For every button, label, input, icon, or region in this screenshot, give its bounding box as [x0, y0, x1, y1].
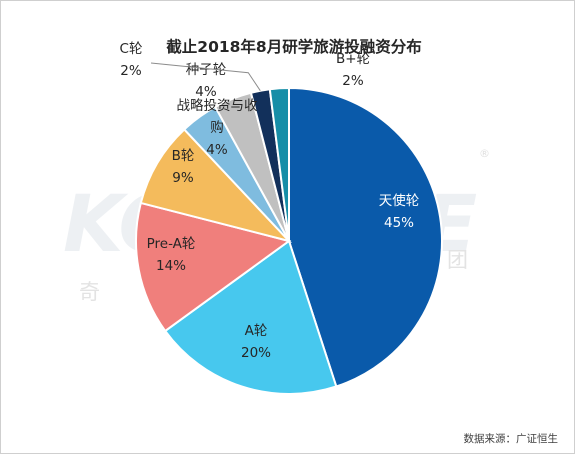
watermark-char: 奇	[79, 280, 100, 304]
slice-category-label: A轮	[245, 323, 268, 339]
source-note: 数据来源：广证恒生	[464, 432, 559, 445]
slice-value-label: 14%	[156, 258, 186, 274]
pie-slices	[135, 86, 443, 395]
slice-category-label: B+轮	[336, 51, 370, 67]
slice-value-label: 2%	[342, 73, 364, 89]
pie-slice	[163, 239, 338, 395]
watermark-registered-mark: ®	[479, 147, 490, 160]
slice-category-label: 购	[210, 120, 224, 136]
slice-value-label: 4%	[206, 142, 228, 158]
slice-category-label: 种子轮	[186, 62, 227, 78]
pie-slice	[268, 86, 290, 242]
slice-value-label: 9%	[172, 170, 194, 186]
chart-title: 截止2018年8月研学旅游投融资分布	[166, 37, 421, 56]
slice-category-label: 天使轮	[379, 192, 420, 209]
slice-value-label: 2%	[120, 63, 142, 79]
slice-category-label: Pre-A轮	[147, 236, 196, 252]
slice-category-label: 战略投资与收	[177, 98, 258, 114]
slice-category-label: C轮	[120, 41, 143, 57]
pie-slice	[288, 86, 443, 388]
slice-value-label: 45%	[384, 215, 414, 231]
pie-slice	[135, 201, 292, 333]
pie-slice	[139, 128, 293, 243]
slice-category-label: B轮	[172, 148, 195, 164]
slice-value-label: 4%	[195, 84, 217, 100]
slice-value-label: 20%	[241, 345, 271, 361]
leader-line	[150, 62, 261, 91]
watermark-char: 团	[447, 248, 468, 272]
